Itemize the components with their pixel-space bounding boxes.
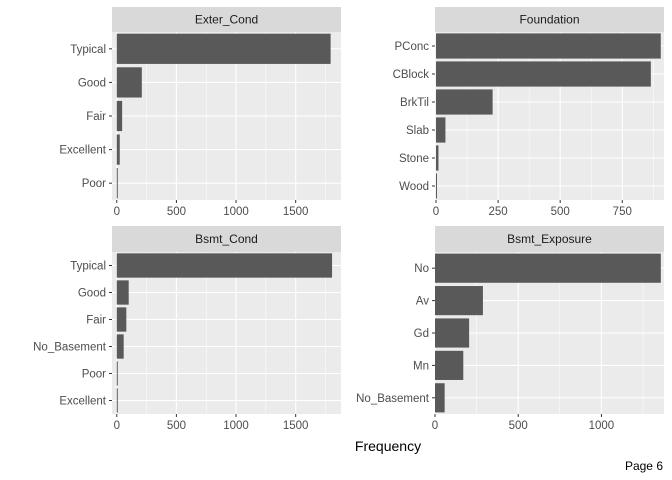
bar-mn: [435, 350, 464, 380]
x-tick-label: 500: [167, 420, 186, 432]
y-tick-label: Slab: [406, 125, 429, 137]
facet-title: Bsmt_Exposure: [507, 232, 592, 246]
bar-stone: [435, 145, 439, 171]
bar-poor: [116, 168, 118, 199]
x-tick-label: 1000: [589, 420, 615, 432]
bar-cblock: [435, 61, 651, 87]
bar-poor: [116, 361, 118, 386]
bar-gd: [435, 318, 470, 348]
y-tick-label: Gd: [414, 328, 429, 340]
bar-fair: [116, 307, 127, 332]
x-tick-label: 750: [613, 206, 632, 218]
y-tick-label: Excellent: [59, 396, 106, 408]
x-axis-title: Frequency: [355, 438, 421, 454]
bar-av: [435, 286, 483, 316]
y-tick-label: Poor: [82, 178, 106, 190]
y-tick-label: Good: [78, 288, 106, 300]
x-tick-label: 1500: [283, 206, 309, 218]
y-tick-label: Fair: [86, 315, 106, 327]
y-tick-label: Fair: [86, 111, 106, 123]
bar-typical: [116, 253, 333, 278]
y-tick-label: Typical: [70, 261, 106, 273]
x-tick-label: 1000: [223, 206, 249, 218]
y-tick-label: Mn: [413, 360, 429, 372]
x-tick-label: 500: [509, 420, 528, 432]
facet-strip: [435, 226, 664, 252]
x-tick-label: 0: [114, 420, 120, 432]
panel-background: [112, 252, 341, 414]
bar-slab: [435, 117, 446, 143]
facet-strip: [435, 7, 664, 32]
bar-good: [116, 67, 142, 98]
bar-pconc: [435, 33, 661, 59]
y-tick-label: Stone: [399, 153, 429, 165]
x-tick-label: 1000: [223, 420, 249, 432]
facet-title: Bsmt_Cond: [195, 232, 258, 246]
facet-panel-bsmt-cond: Bsmt_Cond 0 500 1000 1500 Typical Good Fair No_B…: [33, 226, 341, 432]
facet-panel-bsmt-exposure: Bsmt_Exposure 0 500 1000 No Av Gd Mn No_Basement: [356, 226, 664, 432]
bar-excellent: [116, 134, 120, 165]
x-tick-label: 0: [432, 420, 438, 432]
x-tick-label: 500: [551, 206, 570, 218]
y-tick-label: CBlock: [393, 69, 430, 81]
x-tick-label: 500: [167, 206, 186, 218]
page-number-label: Page 6: [624, 459, 663, 473]
x-tick-label: 250: [488, 206, 507, 218]
y-tick-label: BrkTil: [400, 97, 429, 109]
facet-title: Foundation: [519, 13, 579, 27]
bar-no-basement: [435, 383, 445, 413]
y-tick-label: Typical: [70, 44, 106, 56]
y-tick-label: Excellent: [59, 145, 106, 157]
bar-excellent: [116, 388, 118, 413]
facet-panel-foundation: Foundation 0 250 500 750 PConc CBlock BrkTil Sla…: [393, 7, 664, 218]
facet-strip: [112, 7, 341, 32]
y-tick-label: Av: [416, 296, 429, 308]
facet-title: Exter_Cond: [195, 13, 258, 27]
panel-background: [435, 32, 664, 200]
x-tick-label: 0: [433, 206, 439, 218]
bar-fair: [116, 100, 123, 132]
y-tick-label: No: [414, 263, 429, 275]
y-tick-label: Wood: [399, 181, 429, 193]
y-tick-label: Poor: [82, 369, 106, 381]
x-tick-label: 0: [114, 206, 120, 218]
bar-no: [435, 253, 661, 283]
y-tick-label: No_Basement: [33, 342, 107, 354]
bar-typical: [116, 33, 331, 64]
bar-no-basement: [116, 334, 124, 359]
bar-brktil: [435, 89, 493, 115]
x-tick-label: 1500: [283, 420, 309, 432]
y-tick-label: Good: [78, 77, 106, 89]
facet-strip: [112, 226, 341, 252]
facet-panel-exter-cond: Exter_Cond 0 500 1000 1500 Typical Good Fair Exc…: [59, 7, 341, 218]
bar-good: [116, 280, 129, 305]
bar-wood: [435, 173, 437, 199]
y-tick-label: No_Basement: [356, 393, 430, 405]
y-tick-label: PConc: [394, 41, 429, 53]
